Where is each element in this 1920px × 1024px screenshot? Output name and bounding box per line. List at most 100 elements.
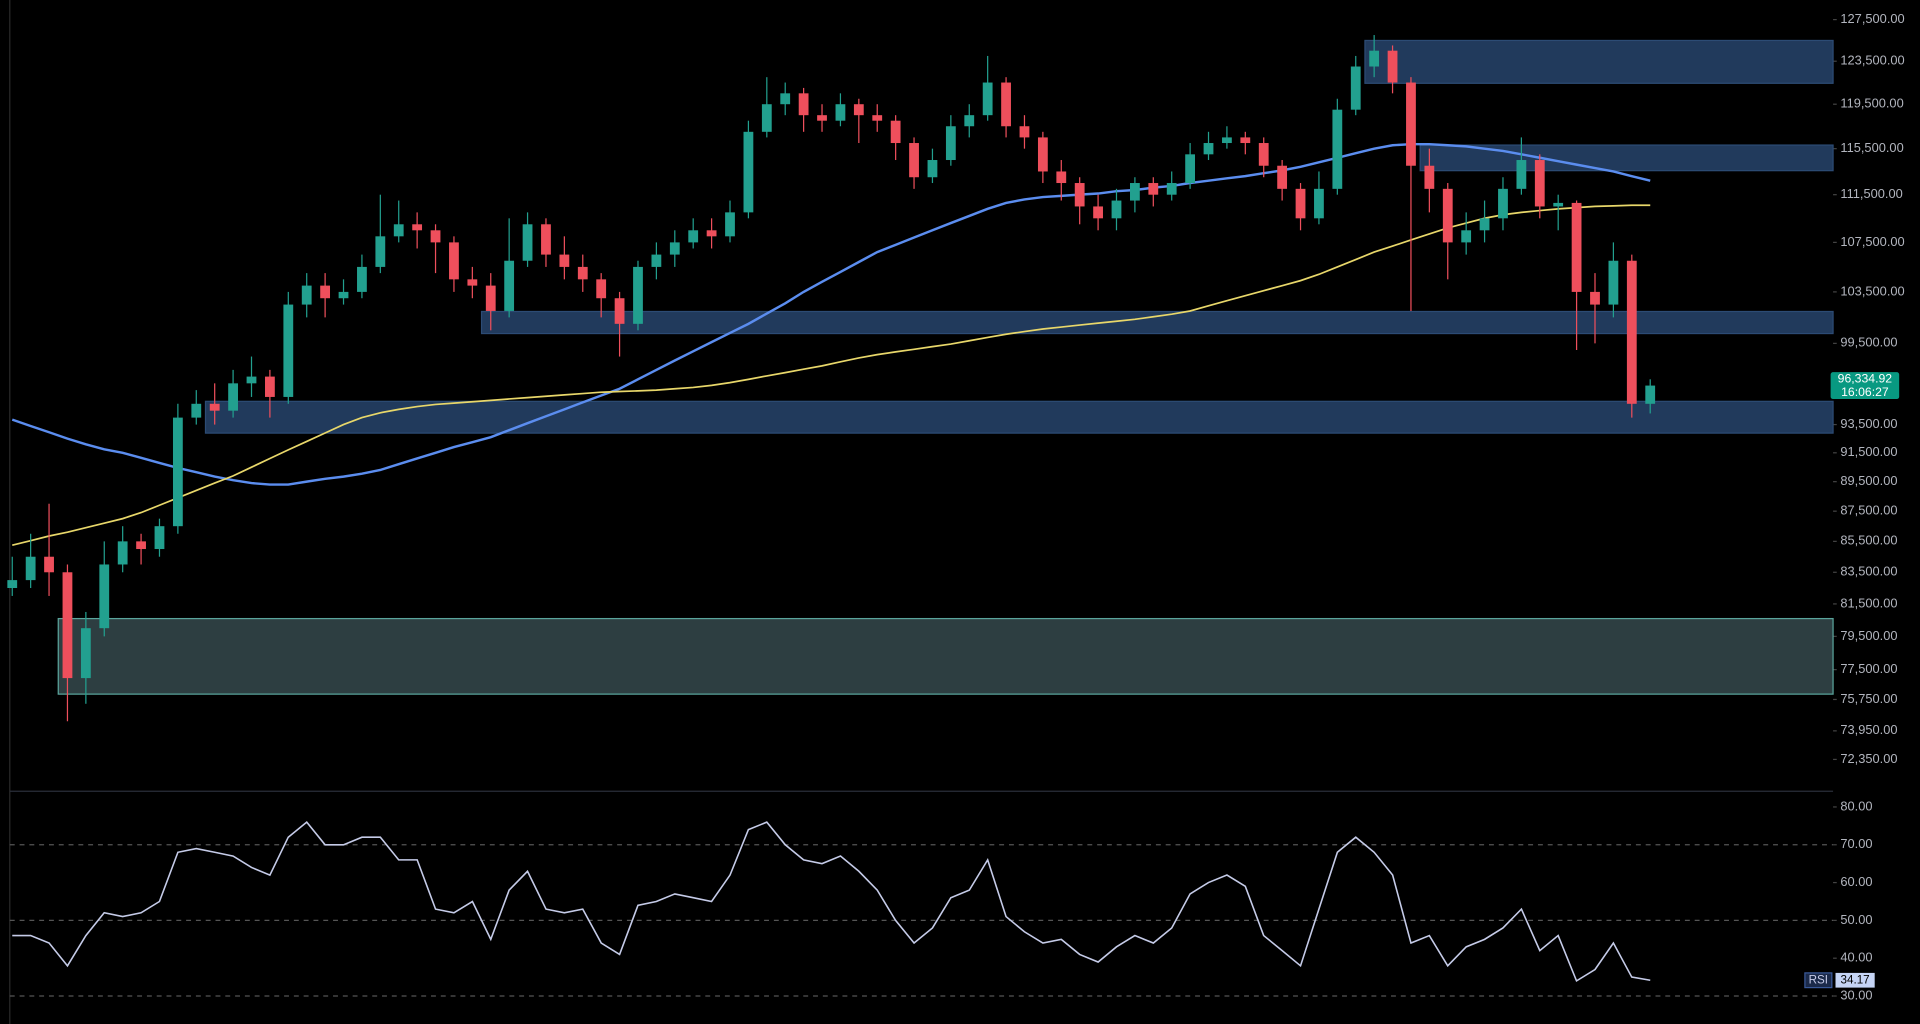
candle-body: [1258, 143, 1269, 166]
candle-body: [1534, 160, 1545, 207]
y-tick-label: 73,950.00: [1840, 722, 1897, 737]
candle-body: [1350, 66, 1361, 110]
candle-body: [1332, 109, 1343, 189]
candle-body: [301, 285, 312, 305]
candle-body: [1277, 165, 1288, 189]
candle-body: [1645, 385, 1656, 404]
candle-body: [1185, 154, 1196, 184]
y-tick-label: 60.00: [1840, 874, 1872, 889]
candle-body: [449, 242, 459, 280]
candle-body: [1461, 230, 1472, 243]
price-zone: [480, 310, 1834, 335]
y-tick-label: 83,500.00: [1840, 564, 1897, 579]
candle-body: [283, 304, 294, 397]
candle-body: [430, 230, 441, 243]
candle-body: [1406, 82, 1416, 166]
candle-body: [982, 82, 993, 116]
candle-body: [1295, 188, 1306, 219]
candle-body: [62, 572, 73, 679]
candle-body: [1479, 218, 1490, 231]
candle-body: [357, 266, 367, 292]
y-tick-label: 40.00: [1840, 950, 1872, 965]
candle-body: [872, 115, 883, 121]
candle-body: [1019, 126, 1030, 138]
candle-body: [927, 160, 938, 178]
y-tick-label: 127,500.00: [1840, 11, 1904, 26]
rsi-title-box: [1804, 972, 1833, 989]
candle-body: [1626, 260, 1637, 404]
candle-body: [1001, 82, 1011, 127]
candle-body: [172, 417, 183, 527]
candle-body: [890, 120, 901, 144]
candle-body: [80, 628, 91, 679]
candle-body: [44, 556, 54, 573]
candle-body: [117, 541, 128, 565]
candle-body: [375, 236, 386, 267]
candle-body: [706, 230, 717, 237]
moving-average: [11, 142, 1651, 486]
candle-body: [1240, 137, 1251, 144]
candle-body: [633, 266, 643, 324]
rsi-title: RSI: [1809, 973, 1828, 986]
candle-body: [596, 279, 607, 299]
candle-body: [1553, 202, 1564, 207]
price-zone: [1364, 39, 1834, 84]
candle-body: [743, 131, 754, 213]
candle-body: [909, 143, 919, 178]
candle-body: [1129, 183, 1140, 201]
candle-body: [25, 556, 36, 581]
y-tick-label: 89,500.00: [1840, 473, 1897, 488]
candle-body: [817, 115, 827, 121]
candle-body: [1056, 171, 1067, 184]
candle-body: [577, 266, 588, 280]
y-tick-label: 99,500.00: [1840, 335, 1897, 350]
candle-body: [1203, 143, 1214, 155]
candle-body: [1166, 183, 1177, 195]
y-tick-label: 119,500.00: [1840, 96, 1903, 111]
candle-body: [1111, 200, 1122, 219]
candle-body: [1369, 50, 1380, 67]
candle-body: [1222, 137, 1232, 144]
candle-body: [614, 298, 625, 324]
candle-body: [1387, 50, 1398, 83]
candle-body: [320, 285, 331, 299]
candle-body: [467, 279, 478, 286]
candle-body: [265, 376, 275, 397]
candle-body: [1424, 165, 1435, 189]
rsi-value-box: [1835, 972, 1875, 988]
y-tick-label: 87,500.00: [1840, 503, 1897, 518]
y-tick-label: 93,500.00: [1840, 416, 1897, 431]
price-zone: [204, 400, 1834, 434]
y-tick-label: 103,500.00: [1840, 283, 1904, 298]
candle-body: [945, 126, 956, 161]
candle-body: [191, 403, 202, 418]
y-tick-label: 70.00: [1840, 836, 1872, 851]
last-price-box: [1830, 372, 1900, 400]
y-tick-label: 123,500.00: [1840, 53, 1904, 68]
candle-body: [725, 212, 735, 237]
y-tick-label: 107,500.00: [1840, 234, 1904, 249]
candle-body: [651, 254, 662, 267]
moving-average: [12, 204, 1651, 547]
y-tick-label: 50.00: [1840, 912, 1872, 927]
candle-body: [1074, 183, 1085, 207]
y-tick-label: 75,750.00: [1840, 691, 1897, 706]
candle-body: [209, 403, 220, 411]
countdown-label: 16:06:27: [1841, 385, 1889, 399]
y-tick-label: 85,500.00: [1840, 533, 1897, 548]
candle-body: [1148, 183, 1159, 195]
candle-body: [246, 376, 257, 384]
candle-body: [522, 224, 533, 261]
candle-body: [1498, 188, 1508, 219]
candle-body: [504, 260, 515, 311]
y-tick-label: 115,500.00: [1840, 140, 1903, 155]
y-tick-label: 77,500.00: [1840, 661, 1897, 676]
candle-body: [559, 254, 570, 267]
y-tick-label: 79,500.00: [1840, 628, 1897, 643]
candle-body: [1571, 202, 1582, 292]
candle-body: [1516, 160, 1527, 189]
candle-body: [761, 104, 772, 132]
candle-body: [99, 564, 110, 629]
y-tick-label: 111,500.00: [1840, 186, 1902, 201]
candle-body: [1608, 260, 1619, 305]
